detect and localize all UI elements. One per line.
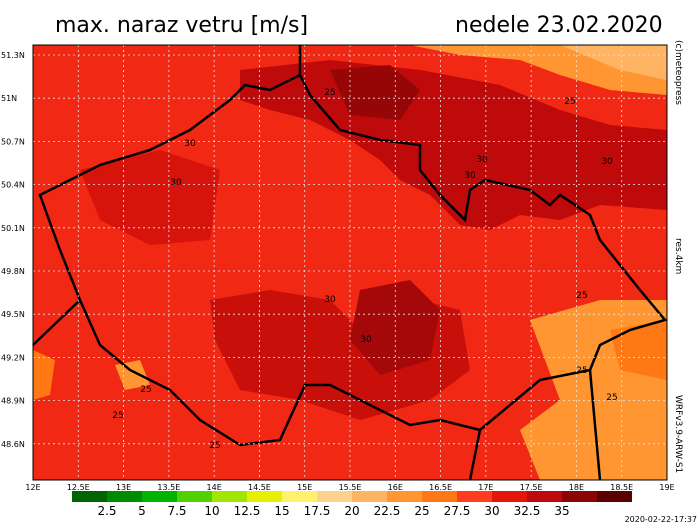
- lon-label: 17E: [478, 483, 493, 492]
- colorbar-segment: [492, 491, 527, 502]
- contour-label: 30: [184, 139, 196, 149]
- colorbar-label: 20: [344, 504, 359, 518]
- field-orange: [115, 360, 150, 390]
- timestamp: 2020-02-22-17:37: [625, 515, 697, 524]
- colorbar-label: 32.5: [514, 504, 541, 518]
- lon-label: 16E: [388, 483, 403, 492]
- field-orange: [610, 320, 667, 380]
- lon-label: 18.5E: [610, 483, 633, 492]
- colorbar-segment: [212, 491, 247, 502]
- lon-label: 15E: [297, 483, 312, 492]
- lat-label: 50.1N: [1, 224, 25, 233]
- resolution: res.4km: [673, 238, 683, 274]
- lon-label: 12E: [25, 483, 40, 492]
- colorbar-label: 10: [204, 504, 219, 518]
- lat-label: 49.2N: [1, 353, 25, 362]
- lon-label: 18E: [569, 483, 584, 492]
- colorbar-segment: [457, 491, 492, 502]
- colorbar-segment: [177, 491, 212, 502]
- field-light: [560, 45, 667, 80]
- colorbar-label: 30: [484, 504, 499, 518]
- colorbar: 2.5 5 7.5 10 12.5 15 17.5 20 22.5 25 27.5 30 32.5 35: [72, 491, 632, 518]
- colorbar-segment: [282, 491, 317, 502]
- contour-label: 30: [360, 335, 372, 345]
- lon-label: 19E: [659, 483, 674, 492]
- title: max. naraz vetru [m/s]: [55, 13, 308, 38]
- border: [32, 45, 602, 481]
- colorbar-segment: [317, 491, 352, 502]
- lon-label: 12.5E: [67, 483, 90, 492]
- lat-label: 49.8N: [1, 267, 25, 276]
- contour-label: 30: [464, 171, 476, 181]
- credit: (c)meteopress: [673, 40, 683, 105]
- colorbar-label: 5: [138, 504, 146, 518]
- lon-label: 16.5E: [429, 483, 452, 492]
- lat-labels: 51.3N 51N 50.7N 50.4N 50.1N 49.8N 49.5N 49.2N 48…: [1, 51, 25, 449]
- field-darker: [330, 65, 420, 120]
- colorbar-segment: [387, 491, 422, 502]
- lon-label: 13E: [116, 483, 131, 492]
- colorbar-segment: [72, 491, 107, 502]
- contour-label: 25: [209, 441, 220, 451]
- lat-label: 50.7N: [1, 137, 25, 146]
- date: nedele 23.02.2020: [455, 13, 663, 38]
- lon-label: 14.5E: [248, 483, 271, 492]
- colorbar-label: 15: [274, 504, 289, 518]
- map-frame: [32, 44, 668, 481]
- lat-label: 51.3N: [1, 51, 25, 60]
- contour-label: 25: [606, 393, 617, 403]
- lon-label: 17.5E: [520, 483, 543, 492]
- grid: [32, 44, 668, 481]
- lat-label: 48.6N: [1, 440, 25, 449]
- colorbar-segment: [562, 491, 597, 502]
- lon-label: 15.5E: [339, 483, 362, 492]
- contour-label: 30: [476, 155, 488, 165]
- colorbar-segment: [142, 491, 177, 502]
- contour-label: 25: [140, 385, 151, 395]
- colorbar-label: 17.5: [304, 504, 331, 518]
- contour-label: 30: [170, 178, 182, 188]
- field-darker: [350, 280, 440, 375]
- contour-label: 25: [564, 97, 575, 107]
- colorbar-label: 27.5: [444, 504, 471, 518]
- colorbar-segment: [422, 491, 457, 502]
- contour-label: 25: [112, 411, 123, 421]
- colorbar-segment: [352, 491, 387, 502]
- lat-label: 51N: [1, 94, 17, 103]
- lat-label: 50.4N: [1, 181, 25, 190]
- model: WRFv3.9-ARW-S1: [673, 395, 683, 473]
- colorbar-label: 7.5: [167, 504, 186, 518]
- lat-label: 48.9N: [1, 397, 25, 406]
- colorbar-segment: [597, 491, 632, 502]
- colorbar-label: 12.5: [234, 504, 261, 518]
- lon-label: 13.5E: [157, 483, 180, 492]
- field-dark: [80, 150, 220, 245]
- colorbar-label: 2.5: [97, 504, 116, 518]
- lat-label: 49.5N: [1, 310, 25, 319]
- colorbar-label: 22.5: [374, 504, 401, 518]
- colorbar-segment: [107, 491, 142, 502]
- colorbar-label: 25: [414, 504, 429, 518]
- contour-label: 30: [324, 295, 336, 305]
- colorbar-label: 35: [554, 504, 569, 518]
- lon-labels: 12E 12.5E 13E 13.5E 14E 14.5E 15E 15.5E 16E 16.5E…: [25, 483, 674, 492]
- contour-label: 25: [576, 366, 587, 376]
- colorbar-segment: [247, 491, 282, 502]
- contour-label: 25: [576, 291, 587, 301]
- lon-label: 14E: [207, 483, 222, 492]
- contour-label: 25: [324, 88, 335, 98]
- contour-label: 30: [601, 157, 613, 167]
- field-orange: [33, 350, 55, 400]
- colorbar-segment: [527, 491, 562, 502]
- border: [38, 73, 668, 447]
